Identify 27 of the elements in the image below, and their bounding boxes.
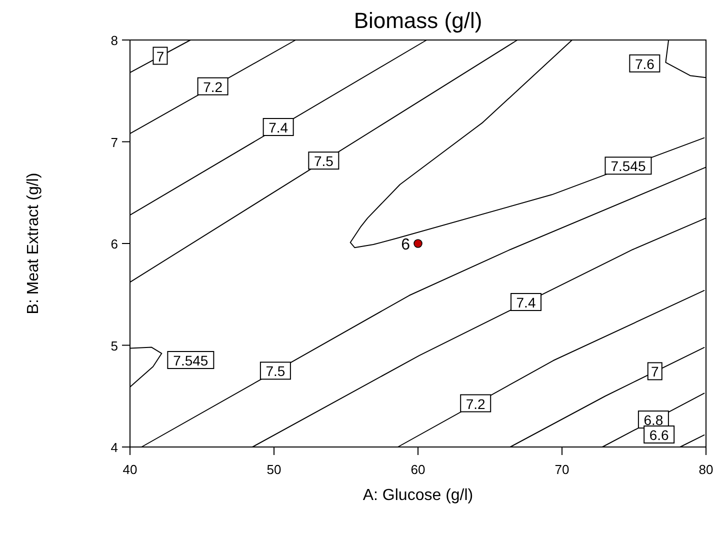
series-label: 7.5 (266, 363, 286, 380)
series-label: 7 (156, 48, 164, 64)
series-label: 6.8 (644, 412, 664, 428)
y-tick-label: 7 (110, 134, 118, 150)
series-label: 7.2 (466, 396, 486, 412)
x-tick-label: 50 (266, 462, 282, 477)
x-tick-label: 80 (698, 462, 714, 477)
y-tick-label: 6 (110, 236, 118, 252)
series-label: 7.4 (516, 294, 536, 311)
series-label: 7.545 (610, 158, 646, 174)
chart-title: Biomass (g/l) (354, 8, 482, 33)
x-tick-label: 60 (410, 462, 426, 477)
x-tick-label: 40 (122, 462, 138, 477)
series-label: 7 (650, 364, 659, 380)
y-axis-title: B: Meat Extract (g/l) (25, 172, 42, 314)
annotation: 6 (401, 236, 410, 254)
series-label: 7.4 (268, 120, 288, 136)
y-tick-label: 8 (110, 33, 118, 48)
series-label: 7.2 (203, 78, 223, 95)
y-tick-label: 4 (110, 440, 118, 455)
x-axis-title: A: Glucose (g/l) (362, 487, 474, 504)
x-tick-label: 70 (554, 462, 570, 477)
series-label: 7.6 (634, 56, 655, 72)
y-tick-label: 5 (110, 338, 118, 354)
series-label: 7.5 (314, 153, 334, 170)
series-label: 7.545 (173, 352, 208, 369)
legend-label: 6.6 (649, 427, 670, 443)
